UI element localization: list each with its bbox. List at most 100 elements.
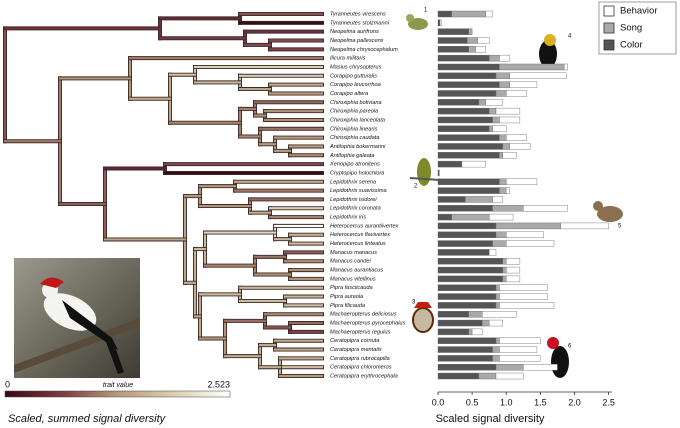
x-axis-title: Scaled signal diversity (436, 413, 545, 425)
bar-segment (502, 266, 507, 274)
bar-segment (502, 258, 507, 265)
bar-segment (437, 205, 493, 212)
bar-segment (437, 328, 469, 336)
species-label: Chiroxiphia caudata (330, 135, 379, 141)
species-label: Xenopipo atronitens (329, 162, 380, 168)
species-label: Lepidothrix coronata (330, 206, 381, 212)
bar-segment (506, 90, 527, 97)
bar-segment (495, 337, 500, 344)
bar-segment (437, 196, 466, 203)
bar-segment (437, 302, 497, 309)
species-label: Ceratopipra cornuta (330, 338, 379, 344)
bar-segment (499, 178, 507, 185)
legend: Behavior Song Color (598, 1, 677, 55)
species-label: Manacus manacus (330, 250, 377, 256)
bar-segment (437, 19, 441, 27)
bar-segment (475, 46, 486, 53)
bar-segment (492, 346, 500, 353)
species-label: Manacus vitellinus (330, 276, 376, 282)
bar-segment (437, 293, 497, 300)
bar-segment (437, 10, 452, 18)
bar-segment (437, 240, 493, 247)
bar-segment (509, 81, 538, 88)
bar-segment (492, 205, 524, 212)
bar-segment (502, 275, 507, 283)
bar-segment (523, 205, 568, 212)
bird-icons (406, 14, 623, 378)
species-label: Heterocercus flavivertex (330, 232, 390, 238)
bar-segment (499, 81, 510, 88)
bar-segment (482, 319, 490, 327)
species-label: Pipra filicauda (330, 303, 365, 309)
species-label: Corapipo altera (330, 91, 368, 97)
bar-segment (506, 134, 527, 141)
colorbar-label: trait value (103, 382, 133, 389)
x-tick-label: 1.5 (534, 397, 547, 407)
x-tick-label: 2.5 (602, 397, 615, 407)
bar-segment (451, 10, 486, 18)
bar-segment (502, 143, 510, 150)
species-label: Neopelma chrysocephalum (330, 47, 398, 53)
bar-segment (478, 99, 486, 106)
bar-segment (506, 275, 521, 283)
bar-segment (560, 222, 609, 230)
bar-segment (437, 258, 504, 265)
bar-segment (495, 364, 524, 371)
species-label: Tyranneutes stolzmanni (330, 20, 390, 26)
bar-segment (495, 293, 500, 300)
species-label: Chiroxiphia pareola (330, 109, 378, 115)
bar-segment (437, 28, 469, 35)
phylogeny (3, 12, 324, 379)
bar-segment (437, 319, 483, 327)
bar-segment (509, 143, 531, 150)
bar-segment (468, 328, 473, 336)
species-label: Masius chrysopterus (330, 64, 381, 70)
species-label: Pipra aureola (330, 294, 363, 300)
annotation: 2 (414, 184, 418, 190)
bar-segment (437, 364, 497, 371)
bar-segment (437, 125, 490, 132)
species-label: Corapipo gutturalis (330, 73, 377, 79)
bar-segment (437, 249, 490, 256)
species-label: Neopelma aurifrons (330, 29, 379, 35)
bar-segment (495, 231, 507, 238)
bar-segment (437, 63, 500, 71)
bar-segment (499, 293, 548, 300)
bar-segment (461, 160, 486, 168)
legend-label: Behavior (620, 6, 658, 17)
bar-segment (499, 63, 565, 71)
species-label: Antilophia galeata (329, 153, 374, 159)
species-label: Machaeropterus regulus (330, 329, 391, 335)
bar-segment (437, 222, 497, 230)
bar-segment (499, 302, 555, 309)
legend-label: Color (620, 40, 643, 51)
bar-segment (437, 116, 493, 124)
species-label: Heterocercus linteatus (330, 241, 386, 247)
bar-segment (499, 116, 521, 124)
bar-segment (492, 116, 500, 124)
species-label: Ilicura militaris (330, 56, 366, 62)
bar-segment (437, 107, 490, 115)
species-label: Corapipo leucorrhoa (330, 82, 381, 88)
bar-segment (437, 54, 490, 62)
species-label: Neopelma pallescens (330, 38, 384, 44)
bar-segment (437, 275, 504, 283)
species-label: Lepidothrix iris (330, 215, 366, 221)
bar-segment (495, 302, 500, 309)
bar-segment (437, 284, 497, 291)
bar-segment (465, 196, 493, 203)
bar-segment (506, 240, 555, 247)
bar-segment (495, 107, 521, 115)
x-tick-label: 0.0 (432, 397, 445, 407)
bar-segment (437, 187, 500, 194)
bar-segment (499, 152, 504, 159)
bar-segment (506, 266, 521, 274)
species-label: Chiroxiphia boliviana (330, 100, 382, 106)
bar-segment (468, 28, 473, 35)
species-label: Pipra fasciicauda (330, 285, 373, 291)
bar-segment (506, 178, 538, 185)
bar-segment (506, 231, 544, 238)
species-label: Ceratopipra erythrocephala (330, 374, 398, 380)
bar-segment (437, 266, 504, 274)
